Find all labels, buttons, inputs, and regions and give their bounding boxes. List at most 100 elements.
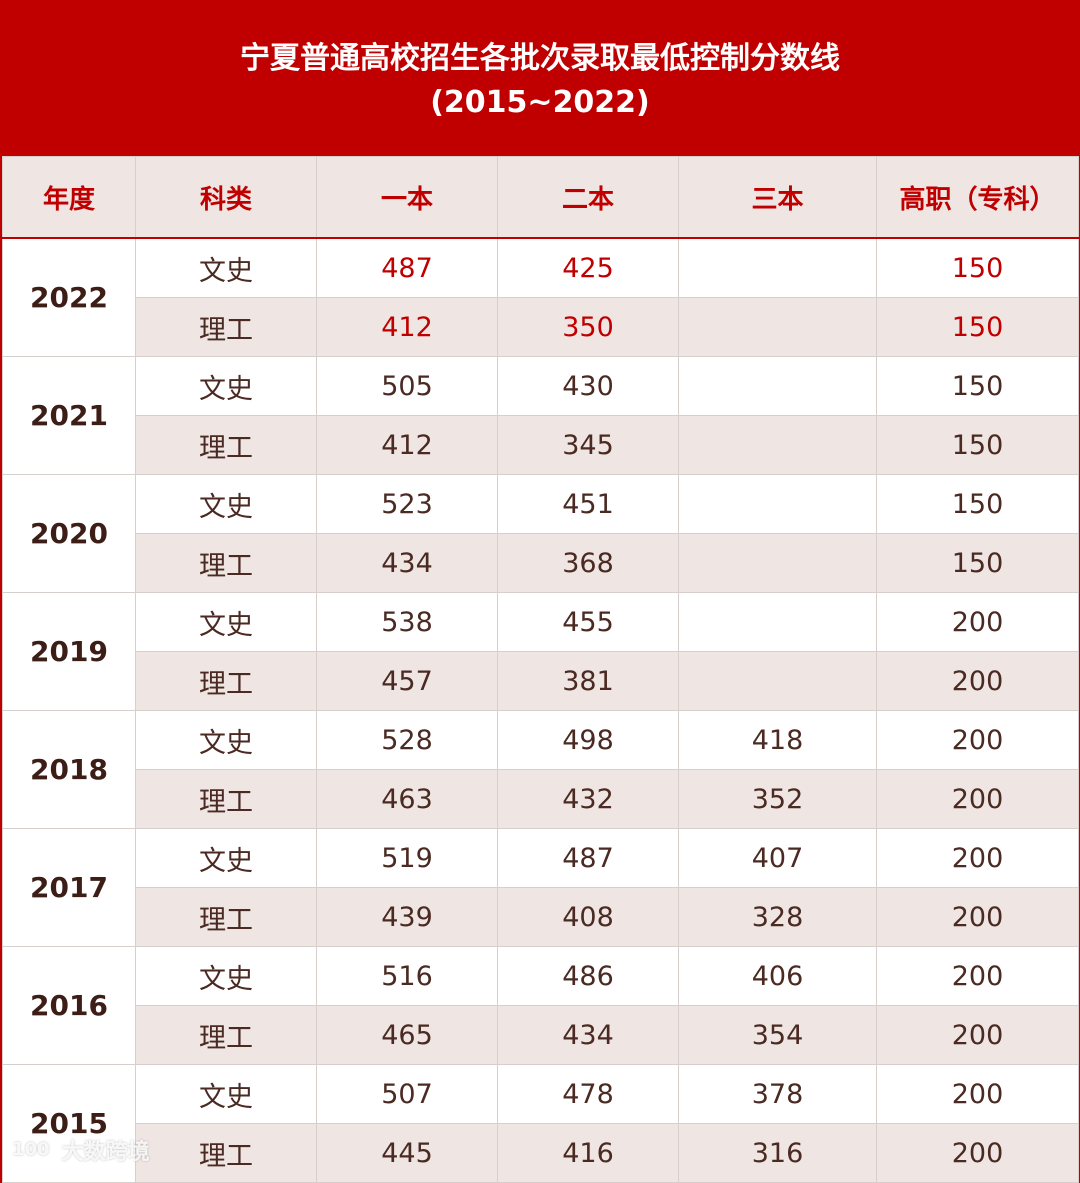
table-row: 2018 文史 528 498 418 200: [2, 710, 1079, 829]
tier3-cell: 418: [678, 710, 877, 770]
tier1-cell: 412: [316, 297, 498, 357]
vocational-cell: 200: [876, 710, 1079, 770]
type-cell: 文史: [135, 946, 317, 1006]
header-year: 年度: [2, 156, 136, 239]
tier3-cell: 354: [678, 1005, 877, 1065]
table-row: 2017 文史 519 487 407 200: [2, 828, 1079, 947]
year-cell: 2015: [2, 1064, 136, 1183]
type-cell: 文史: [135, 1064, 317, 1124]
type-cell: 理工: [135, 769, 317, 829]
tier1-cell: 412: [316, 415, 498, 475]
tier2-cell: 432: [497, 769, 679, 829]
vocational-cell: 200: [876, 651, 1079, 711]
tier3-cell: [678, 237, 877, 298]
score-table: 年度 科类 一本 二本 三本 高职（专科） 2022 文史 487 425 15…: [2, 156, 1079, 1183]
tier2-cell: 345: [497, 415, 679, 475]
tier1-cell: 505: [316, 356, 498, 416]
tier2-cell: 430: [497, 356, 679, 416]
tier2-cell: 487: [497, 828, 679, 888]
table-row: 理工 463 432 352 200: [3, 769, 1079, 829]
tier3-cell: 316: [678, 1123, 877, 1183]
type-cell: 文史: [135, 592, 317, 652]
vocational-cell: 200: [876, 828, 1079, 888]
tier3-cell: 378: [678, 1064, 877, 1124]
header-vocational: 高职（专科）: [876, 156, 1079, 239]
vocational-cell: 150: [876, 533, 1079, 593]
tier3-cell: [678, 651, 877, 711]
tier1-cell: 439: [316, 887, 498, 947]
vocational-cell: 200: [876, 1005, 1079, 1065]
tier2-cell: 434: [497, 1005, 679, 1065]
tier2-cell: 408: [497, 887, 679, 947]
type-cell: 理工: [135, 1123, 317, 1183]
vocational-cell: 150: [876, 297, 1079, 357]
tier1-cell: 516: [316, 946, 498, 1006]
type-cell: 理工: [135, 415, 317, 475]
tier3-cell: 407: [678, 828, 877, 888]
tier1-cell: 528: [316, 710, 498, 770]
vocational-cell: 150: [876, 237, 1079, 298]
table-row: 2015 文史 507 478 378 200: [2, 1064, 1079, 1183]
title-banner: 宁夏普通高校招生各批次录取最低控制分数线 (2015~2022): [0, 0, 1080, 156]
type-cell: 文史: [135, 237, 317, 298]
tier3-cell: [678, 297, 877, 357]
table-row: 理工 445 416 316 200: [3, 1123, 1079, 1183]
tier1-cell: 487: [316, 237, 498, 298]
watermark: 100 大数跨境: [6, 1134, 150, 1166]
table-row: 理工 457 381 200: [3, 651, 1079, 711]
vocational-cell: 150: [876, 356, 1079, 416]
tier1-cell: 445: [316, 1123, 498, 1183]
table-row: 理工 412 350 150: [3, 297, 1079, 357]
year-cell: 2022: [2, 237, 136, 357]
tier1-cell: 519: [316, 828, 498, 888]
tier3-cell: [678, 356, 877, 416]
tier2-cell: 486: [497, 946, 679, 1006]
tier2-cell: 455: [497, 592, 679, 652]
tier2-cell: 416: [497, 1123, 679, 1183]
tier2-cell: 350: [497, 297, 679, 357]
tier1-cell: 465: [316, 1005, 498, 1065]
year-cell: 2017: [2, 828, 136, 947]
vocational-cell: 200: [876, 769, 1079, 829]
table-row: 2020 文史 523 451 150: [2, 474, 1079, 593]
vocational-cell: 200: [876, 887, 1079, 947]
tier2-cell: 368: [497, 533, 679, 593]
type-cell: 理工: [135, 887, 317, 947]
vocational-cell: 200: [876, 592, 1079, 652]
vocational-cell: 200: [876, 1123, 1079, 1183]
tier2-cell: 381: [497, 651, 679, 711]
table-row: 理工 439 408 328 200: [3, 887, 1079, 947]
tier3-cell: [678, 592, 877, 652]
vocational-cell: 200: [876, 1064, 1079, 1124]
table-header-row: 年度 科类 一本 二本 三本 高职（专科）: [2, 156, 1079, 239]
header-tier3: 三本: [678, 156, 877, 239]
table-row: 理工 412 345 150: [3, 415, 1079, 475]
tier3-cell: 406: [678, 946, 877, 1006]
type-cell: 文史: [135, 828, 317, 888]
tier3-cell: [678, 474, 877, 534]
vocational-cell: 200: [876, 946, 1079, 1006]
tier1-cell: 457: [316, 651, 498, 711]
year-cell: 2020: [2, 474, 136, 593]
table-row: 理工 465 434 354 200: [3, 1005, 1079, 1065]
year-cell: 2018: [2, 710, 136, 829]
vocational-cell: 150: [876, 474, 1079, 534]
year-cell: 2016: [2, 946, 136, 1065]
tier3-cell: 352: [678, 769, 877, 829]
tier1-cell: 463: [316, 769, 498, 829]
type-cell: 理工: [135, 297, 317, 357]
table-row: 2016 文史 516 486 406 200: [2, 946, 1079, 1065]
tier1-cell: 538: [316, 592, 498, 652]
type-cell: 文史: [135, 710, 317, 770]
tier3-cell: 328: [678, 887, 877, 947]
watermark-text: 大数跨境: [61, 1140, 150, 1165]
header-tier2: 二本: [497, 156, 679, 239]
watermark-logo-icon: 100: [6, 1138, 56, 1162]
tier2-cell: 498: [497, 710, 679, 770]
tier1-cell: 507: [316, 1064, 498, 1124]
tier2-cell: 425: [497, 237, 679, 298]
vocational-cell: 150: [876, 415, 1079, 475]
page-subtitle: (2015~2022): [430, 85, 650, 120]
tier3-cell: [678, 415, 877, 475]
year-cell: 2021: [2, 356, 136, 475]
